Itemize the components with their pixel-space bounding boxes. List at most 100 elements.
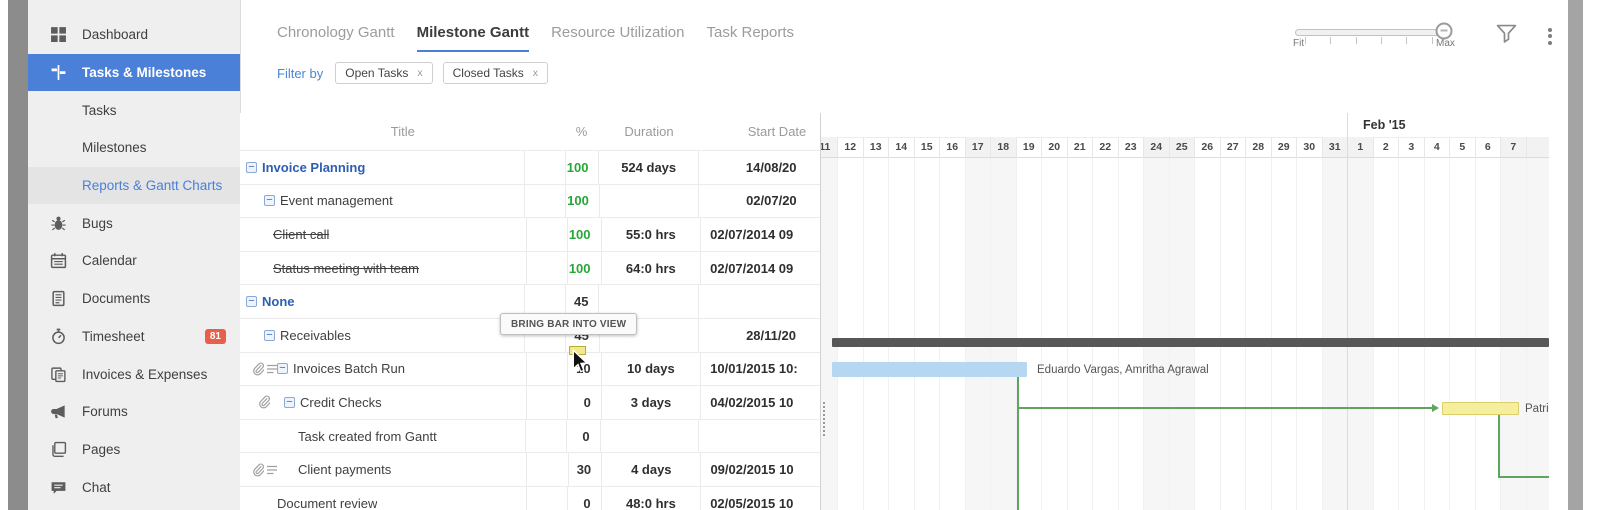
collapse-toggle-icon[interactable]: − xyxy=(246,161,257,173)
gantt-day-column xyxy=(964,158,990,510)
chip-label: Open Tasks xyxy=(345,66,409,80)
gantt-bar-receivables-summary[interactable] xyxy=(832,338,1549,347)
title-cell: Client payments xyxy=(240,453,528,486)
table-row-task-created-from-gantt[interactable]: Task created from Gantt 0 xyxy=(240,418,820,453)
gantt-day-column xyxy=(1423,158,1450,510)
filter-chip-closed-tasks[interactable]: Closed Tasks x xyxy=(442,62,549,84)
slider-tick xyxy=(1406,37,1408,44)
filter-funnel-icon[interactable] xyxy=(1496,24,1517,44)
duration-cell xyxy=(599,285,699,318)
tab-task-reports[interactable]: Task Reports xyxy=(706,24,795,41)
timeline-zoom-slider[interactable] xyxy=(1290,22,1460,52)
table-row-credit-checks[interactable]: − Credit Checks 0 3 days 04/02/2015 10 xyxy=(240,385,820,419)
table-row-document-review[interactable]: Document review 0 48:0 hrs 02/05/2015 10 xyxy=(240,485,820,510)
task-title: Document review xyxy=(277,495,378,510)
table-row-status-meeting-with-team[interactable]: Status meeting with team 100 64:0 hrs 02/07… xyxy=(240,250,820,285)
megaphone-icon xyxy=(49,403,67,421)
gantt-day-header: 26 xyxy=(1194,137,1220,158)
gantt-day-header: 14 xyxy=(888,137,914,158)
task-title: None xyxy=(262,294,295,310)
vertical-scrollbar[interactable] xyxy=(1568,0,1583,510)
sidebar-item-calendar[interactable]: Calendar xyxy=(28,242,240,280)
gantt-day-column xyxy=(1321,158,1347,510)
sidebar-item-bugs[interactable]: Bugs xyxy=(28,204,240,242)
column-header-duration[interactable]: Duration xyxy=(624,124,674,139)
column-header-title[interactable]: Title xyxy=(390,124,415,139)
gantt-day-column xyxy=(1347,158,1373,510)
dependency-line xyxy=(1498,414,1500,476)
gantt-day-header: 6 xyxy=(1474,137,1500,158)
sidebar-item-forums[interactable]: Forums xyxy=(28,393,240,431)
gantt-chart: Feb '15 11 12 13 14 15 16 17 18 19 20 21 22 23 24 25 26… xyxy=(820,113,1549,510)
more-options-icon[interactable] xyxy=(1546,25,1554,45)
column-header-percent[interactable]: % xyxy=(575,124,588,139)
filter-by-label: Filter by xyxy=(277,65,324,81)
gantt-day-column xyxy=(1500,158,1526,510)
collapse-toggle-icon[interactable]: − xyxy=(284,396,295,408)
table-row-invoice-planning[interactable]: − Invoice Planning 100 524 days 14/08/20 xyxy=(240,150,820,184)
table-row-event-management[interactable]: − Event management 100 02/07/20 xyxy=(240,183,820,218)
table-row-none[interactable]: − None 45 xyxy=(240,284,820,318)
gantt-bar-assignee-label: Patric xyxy=(1525,403,1549,415)
sidebar-item-tasks-milestones[interactable]: Tasks & Milestones xyxy=(28,53,240,92)
gantt-bar-invoices-batch-run[interactable] xyxy=(832,362,1027,377)
sidebar-item-reports-gantt-charts[interactable]: Reports & Gantt Charts xyxy=(28,166,240,205)
collapse-toggle-icon[interactable]: − xyxy=(277,363,288,375)
start-date-cell: 02/07/2014 09 xyxy=(710,260,794,276)
sidebar-item-milestones[interactable]: Milestones xyxy=(28,129,240,167)
column-header-start-date[interactable]: Start Date xyxy=(747,124,807,139)
gantt-day-column xyxy=(1041,158,1067,510)
slider-fit-label: Fit xyxy=(1293,38,1305,49)
gantt-day-header: 22 xyxy=(1092,137,1118,158)
start-date-cell: 02/07/20 xyxy=(746,193,797,209)
task-title: Task created from Gantt xyxy=(298,428,437,444)
tab-resource-utilization[interactable]: Resource Utilization xyxy=(551,24,685,41)
sidebar-item-documents[interactable]: Documents xyxy=(28,280,240,318)
gantt-bar-credit-checks[interactable] xyxy=(1442,402,1519,415)
chip-close-icon[interactable]: x xyxy=(417,67,423,79)
sidebar-item-dashboard[interactable]: Dashboard xyxy=(28,16,240,54)
task-title: Receivables xyxy=(280,327,351,343)
gantt-day-header: 25 xyxy=(1168,137,1194,158)
sidebar-item-pages[interactable]: Pages xyxy=(28,431,240,469)
gantt-day-header: 1 xyxy=(1347,137,1373,158)
sidebar-item-timesheet[interactable]: Timesheet 81 xyxy=(28,318,240,356)
gantt-day-header: 7 xyxy=(1500,137,1526,158)
collapse-toggle-icon[interactable]: − xyxy=(246,296,257,308)
table-row-client-payments[interactable]: Client payments 30 4 days 09/02/2015 10 xyxy=(240,452,820,486)
table-row-invoices-batch-run[interactable]: − Invoices Batch Run 10 10 days 10/01/2015 1… xyxy=(240,351,820,386)
slider-tick xyxy=(1355,37,1357,44)
gantt-day-column xyxy=(1372,158,1399,510)
sidebar-item-invoices-expenses[interactable]: Invoices & Expenses xyxy=(28,355,240,393)
row-attachment-icons xyxy=(258,395,270,409)
sidebar-item-label: Documents xyxy=(82,291,151,307)
row-attachment-icons xyxy=(252,362,278,376)
gantt-day-header: 20 xyxy=(1041,137,1067,158)
table-row-client-call[interactable]: Client call 100 55:0 hrs 02/07/2014 09 xyxy=(240,217,820,251)
sidebar-item-label: Pages xyxy=(82,441,121,457)
spacer-cell xyxy=(527,453,569,486)
column-resize-handle[interactable] xyxy=(823,402,825,436)
collapse-toggle-icon[interactable]: − xyxy=(264,195,275,207)
gantt-day-header: 16 xyxy=(939,137,965,158)
bring-bar-into-view-icon[interactable] xyxy=(569,346,586,355)
spacer-cell xyxy=(525,285,566,318)
slider-track[interactable] xyxy=(1295,29,1449,36)
month-divider-line xyxy=(1347,113,1348,510)
title-cell: − Invoices Batch Run xyxy=(240,352,527,386)
gantt-day-column xyxy=(1168,158,1194,510)
slider-tick xyxy=(1431,37,1433,44)
filter-chip-open-tasks[interactable]: Open Tasks x xyxy=(335,62,433,84)
slider-handle[interactable] xyxy=(1435,22,1453,40)
gantt-day-header: 19 xyxy=(1015,137,1041,158)
chip-close-icon[interactable]: x xyxy=(532,67,539,79)
tab-chronology-gantt[interactable]: Chronology Gantt xyxy=(277,24,395,41)
title-cell: − Credit Checks xyxy=(240,386,527,419)
tab-milestone-gantt[interactable]: Milestone Gantt xyxy=(416,24,530,52)
gantt-day-column xyxy=(990,158,1016,510)
sidebar-item-tasks[interactable]: Tasks xyxy=(28,91,240,129)
collapse-toggle-icon[interactable]: − xyxy=(264,329,275,341)
gantt-day-header: 3 xyxy=(1398,137,1424,158)
percent-complete-cell: 10 xyxy=(568,352,602,386)
sidebar-item-chat[interactable]: Chat xyxy=(28,468,240,506)
